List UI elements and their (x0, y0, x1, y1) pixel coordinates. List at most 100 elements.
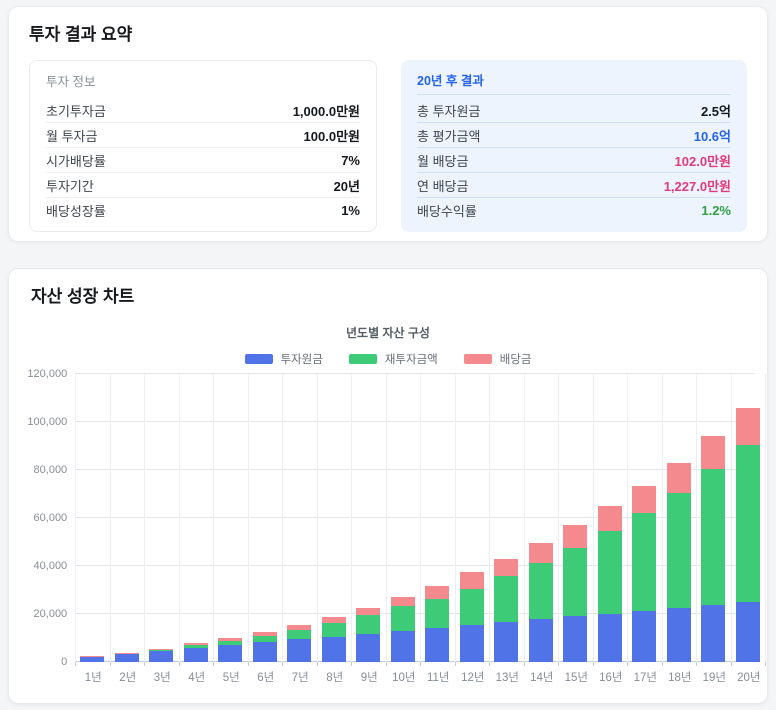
x-tick-label: 18년 (668, 672, 692, 684)
v-gridline (455, 374, 457, 662)
bar-segment-재투자금액 (425, 598, 450, 628)
bar-segment-배당금 (218, 638, 243, 641)
bar-segment-재투자금액 (494, 576, 519, 623)
table-row: 총 평가금액 10.6억 (417, 123, 731, 148)
bar-segment-재투자금액 (632, 512, 657, 611)
y-tick-label: 100,000 (27, 416, 68, 428)
x-tick-label: 17년 (633, 672, 657, 684)
legend-item[interactable]: 재투자금액 (348, 351, 438, 367)
v-gridline (420, 374, 422, 662)
v-gridline (110, 374, 112, 662)
bar-segment-재투자금액 (183, 645, 208, 649)
bar-segment-투자원금 (287, 639, 312, 662)
x-tick-mark (662, 662, 664, 666)
row-label: 월 투자금 (46, 128, 98, 144)
table-row: 배당성장률 1% (46, 198, 360, 223)
row-label: 연 배당금 (417, 178, 469, 194)
x-tick-mark (731, 662, 733, 666)
legend-item[interactable]: 투자원금 (244, 351, 323, 367)
bar-segment-투자원금 (114, 653, 139, 662)
bar-segment-재투자금액 (459, 588, 484, 626)
v-gridline (524, 374, 526, 662)
bar-segment-투자원금 (252, 642, 277, 662)
chart-card: 자산 성장 차트 년도별 자산 구성 투자원금 재투자금액 배당금 0 20,000 4… (8, 268, 768, 704)
x-tick-label: 4년 (188, 672, 206, 684)
table-row: 시가배당률 7% (46, 148, 360, 173)
h-gridline (75, 517, 755, 518)
v-gridline (662, 374, 664, 662)
x-tick-mark (317, 662, 319, 666)
x-tick-mark (765, 662, 767, 666)
chart-section-title: 자산 성장 차트 (31, 287, 135, 306)
bar-segment-배당금 (321, 616, 346, 623)
legend-swatch-icon (348, 354, 377, 364)
row-label: 배당수익률 (417, 204, 477, 219)
v-gridline (144, 374, 146, 662)
v-gridline (731, 374, 733, 662)
bar-segment-배당금 (149, 648, 174, 650)
y-tick-label: 40,000 (33, 560, 68, 572)
bar-segment-배당금 (183, 643, 208, 646)
bar-segment-배당금 (563, 525, 588, 549)
bar-segment-재투자금액 (563, 548, 588, 617)
bar-segment-재투자금액 (390, 606, 415, 631)
x-tick-mark (351, 662, 353, 666)
row-value: 1.2% (701, 203, 731, 218)
y-tick-label: 120,000 (27, 368, 68, 380)
x-tick-mark (179, 662, 181, 666)
result-panel-header: 20년 후 결과 (417, 70, 731, 95)
bar-segment-투자원금 (528, 619, 553, 662)
row-label: 시가배당률 (46, 153, 106, 169)
v-gridline (593, 374, 595, 662)
bar-segment-재투자금액 (356, 615, 381, 634)
x-tick-mark (75, 662, 77, 666)
x-tick-label: 7년 (291, 672, 309, 684)
bar-segment-투자원금 (666, 607, 691, 662)
x-tick-label: 6년 (257, 672, 275, 684)
h-gridline (75, 421, 755, 422)
bar-segment-배당금 (114, 652, 139, 654)
bar-segment-투자원금 (735, 602, 760, 662)
summary-title: 투자 결과 요약 (29, 25, 133, 44)
bar-segment-배당금 (252, 632, 277, 636)
y-tick-label: 80,000 (33, 464, 68, 476)
table-row: 월 투자금 100.0만원 (46, 123, 360, 148)
bar-segment-배당금 (459, 572, 484, 589)
x-tick-mark (593, 662, 595, 666)
row-label: 총 평가금액 (417, 128, 481, 144)
bar-segment-배당금 (528, 542, 553, 563)
bar-segment-투자원금 (183, 648, 208, 662)
x-tick-label: 1년 (84, 672, 102, 684)
v-gridline (765, 374, 767, 662)
x-tick-label: 12년 (461, 672, 485, 684)
table-row: 연 배당금 1,227.0만원 (417, 173, 731, 198)
chart-area: 0 20,000 40,000 60,000 80,000 100,000 120,000 (21, 368, 767, 668)
row-label: 초기투자금 (46, 103, 106, 119)
bar-segment-투자원금 (218, 645, 243, 662)
x-tick-mark (282, 662, 284, 666)
y-tick-label: 20,000 (33, 608, 68, 620)
v-gridline (75, 374, 77, 662)
legend-item[interactable]: 배당금 (463, 351, 531, 367)
x-tick-label: 16년 (599, 672, 623, 684)
bar-segment-투자원금 (494, 622, 519, 662)
v-gridline (282, 374, 284, 662)
bar-segment-재투자금액 (701, 469, 726, 605)
v-gridline (696, 374, 698, 662)
x-tick-mark (489, 662, 491, 666)
x-axis: 1년 2년 3년 4년 5년 6년 7년 8년 9년 10년 11년 12년 13년 14년 15년 16년 1… (76, 662, 766, 684)
x-tick-mark (627, 662, 629, 666)
bar-segment-재투자금액 (218, 640, 243, 646)
bar-segment-투자원금 (321, 636, 346, 662)
bar-segment-배당금 (80, 656, 105, 657)
bar-segment-투자원금 (632, 610, 657, 662)
row-value: 7% (341, 152, 360, 168)
x-tick-mark (248, 662, 250, 666)
x-tick-label: 3년 (153, 672, 171, 684)
v-gridline (558, 374, 560, 662)
investment-info-panel: 투자 정보 초기투자금 1,000.0만원 월 투자금 100.0만원 시가배당… (29, 60, 377, 232)
table-row: 월 배당금 102.0만원 (417, 148, 731, 173)
bar-segment-재투자금액 (597, 531, 622, 614)
row-label: 월 배당금 (417, 153, 469, 169)
